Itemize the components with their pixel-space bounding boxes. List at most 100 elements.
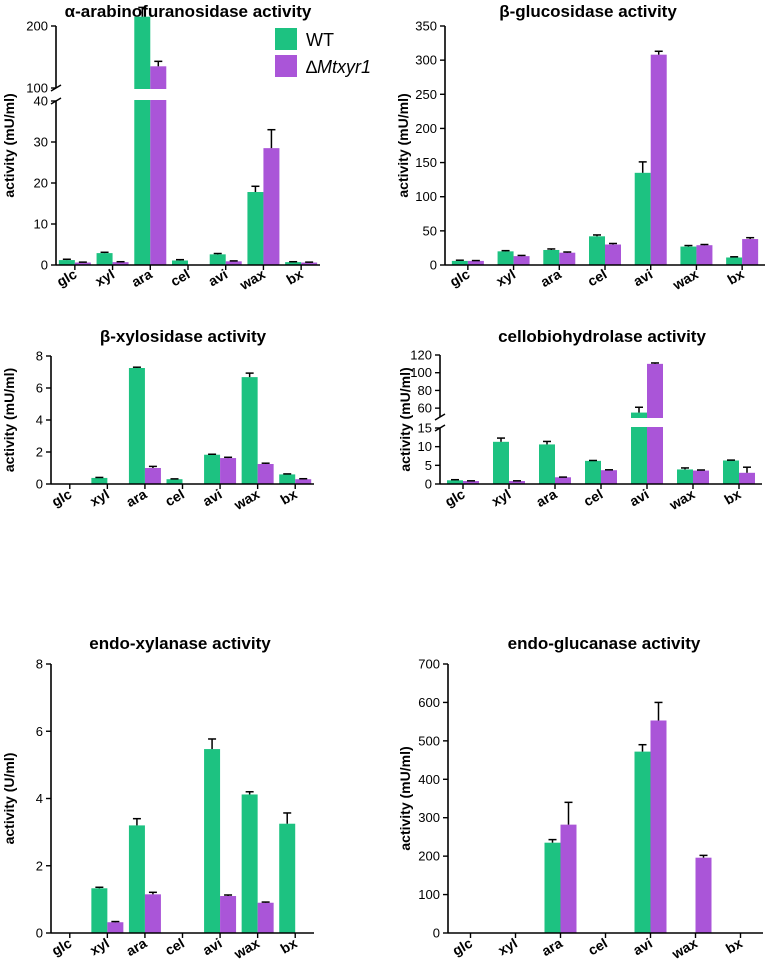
bar-cel-mtxyr1: [601, 470, 617, 484]
y-tick-label: 10: [418, 439, 432, 454]
bar-wax-wt: [241, 794, 258, 933]
y-axis-label: activity (mU/ml): [397, 746, 413, 850]
x-tick-label-bx: bx: [723, 935, 745, 957]
y-tick-label: 100: [418, 887, 440, 902]
y-tick-label: 6: [36, 724, 43, 739]
bar-glc-wt: [451, 260, 468, 265]
chart-title: β-glucosidase activity: [499, 2, 677, 21]
bar-cel-wt: [585, 460, 601, 484]
x-tick-label-glc: glc: [449, 935, 475, 959]
legend-label-prefix: ∆: [306, 57, 317, 77]
legend-label-wt: WT: [306, 30, 334, 50]
x-tick-label-avi: avi: [627, 486, 652, 510]
chart-panel-5: endo-xylanase activity activity (U/ml) 0 2 4…: [1, 634, 314, 962]
y-tick-label: 4: [36, 791, 43, 806]
bar-avi-wt: [634, 751, 651, 933]
x-tick-label-ara: ara: [533, 486, 559, 510]
x-tick-label-cel: cel: [162, 935, 187, 959]
bar-wax-mtxyr1: [257, 902, 274, 933]
x-tick-label-bx: bx: [721, 486, 743, 508]
y-tick-label: 120: [410, 348, 432, 363]
bar-ara-mtxyr1: [560, 824, 577, 933]
y-tick-label: 40: [34, 94, 48, 109]
bar-avi-mtxyr1: [650, 720, 667, 933]
x-tick-label-glc: glc: [49, 486, 75, 510]
legend-swatch-mtxyr1: [275, 55, 297, 77]
bar-xyl-mtxyr1: [112, 262, 129, 265]
x-tick-label-ara: ara: [539, 935, 565, 959]
y-tick-label: 6: [36, 381, 43, 396]
bar-wax-wt: [247, 192, 264, 265]
bar-wax-mtxyr1: [695, 857, 712, 933]
x-tick-label-cel: cel: [585, 266, 610, 290]
bar-glc-mtxyr1: [467, 260, 484, 265]
x-tick-label-wax: wax: [666, 486, 698, 514]
y-tick-label: 10: [34, 217, 48, 232]
chart-title: α-arabinofuranosidase activity: [65, 2, 312, 21]
axis-break-gap: [48, 89, 320, 100]
bar-bx-wt: [726, 257, 743, 265]
chart-title: endo-glucanase activity: [508, 634, 701, 653]
bar-avi-mtxyr1: [220, 896, 237, 933]
bar-ara-wt: [544, 842, 561, 933]
bar-xyl-mtxyr1: [509, 481, 525, 484]
x-tick-label-glc: glc: [54, 266, 80, 290]
y-tick-label: 300: [415, 53, 437, 68]
x-tick-label-wax: wax: [230, 935, 262, 963]
x-tick-label-ara: ara: [123, 486, 149, 510]
y-tick-label: 0: [430, 258, 437, 273]
y-tick-label: 15: [418, 421, 432, 436]
bar-bx-mtxyr1: [742, 239, 759, 265]
y-tick-label: 8: [36, 657, 43, 672]
x-tick-label-avi: avi: [205, 266, 230, 290]
legend-swatch-wt: [275, 28, 297, 50]
y-tick-label: 2: [36, 445, 43, 460]
bar-glc-mtxyr1: [463, 481, 479, 484]
bar-ara-wt: [128, 825, 145, 933]
bar-avi-wt: [204, 454, 221, 484]
bar-xyl-wt: [96, 253, 113, 265]
bar-avi-wt: [209, 254, 226, 265]
bar-wax-mtxyr1: [696, 245, 713, 265]
bar-xyl-wt: [91, 477, 108, 484]
y-tick-label: 0: [433, 926, 440, 941]
x-tick-label-xyl: xyl: [495, 935, 520, 959]
bar-xyl-wt: [497, 251, 514, 265]
bar-glc-mtxyr1: [74, 262, 91, 265]
y-tick-label: 700: [418, 657, 440, 672]
bar-ara-wt: [134, 16, 151, 266]
x-tick-label-xyl: xyl: [489, 486, 514, 510]
bar-ara-mtxyr1: [144, 468, 161, 484]
y-tick-label: 0: [41, 258, 48, 273]
x-tick-label-ara: ara: [129, 266, 155, 290]
y-tick-label: 100: [415, 189, 437, 204]
x-tick-label-bx: bx: [724, 266, 746, 288]
bar-cel-wt: [589, 236, 605, 265]
x-tick-label-bx: bx: [283, 266, 305, 288]
x-tick-label-cel: cel: [581, 486, 606, 510]
y-tick-label: 250: [415, 87, 437, 102]
x-tick-label-glc: glc: [447, 266, 473, 290]
y-tick-label: 5: [425, 458, 432, 473]
bar-avi-wt: [204, 749, 221, 933]
bar-wax-mtxyr1: [693, 470, 709, 484]
x-tick-label-glc: glc: [442, 486, 468, 510]
bar-cel-wt: [166, 479, 183, 484]
chart-panel-3: β-xylosidase activity activity (mU/ml) 0 2 4…: [1, 327, 314, 513]
bar-xyl-mtxyr1: [513, 256, 530, 265]
bar-glc-wt: [58, 260, 75, 265]
x-tick-label-cel: cel: [162, 486, 187, 510]
x-tick-label-bx: bx: [278, 486, 300, 508]
bar-ara-wt: [543, 249, 560, 265]
bar-cel-wt: [172, 260, 188, 265]
x-tick-label-avi: avi: [630, 266, 655, 290]
y-axis-label: activity (mU/ml): [1, 368, 17, 472]
bar-wax-wt: [241, 377, 258, 484]
x-tick-label-wax: wax: [668, 935, 700, 963]
x-tick-label-ara: ara: [123, 935, 149, 959]
y-tick-label: 60: [418, 401, 432, 416]
bar-wax-mtxyr1: [263, 148, 280, 265]
chart-panel-4: cellobiohydrolase activity activity (mU/m…: [397, 327, 762, 513]
bar-ara-mtxyr1: [144, 894, 161, 933]
bar-wax-wt: [677, 469, 693, 484]
